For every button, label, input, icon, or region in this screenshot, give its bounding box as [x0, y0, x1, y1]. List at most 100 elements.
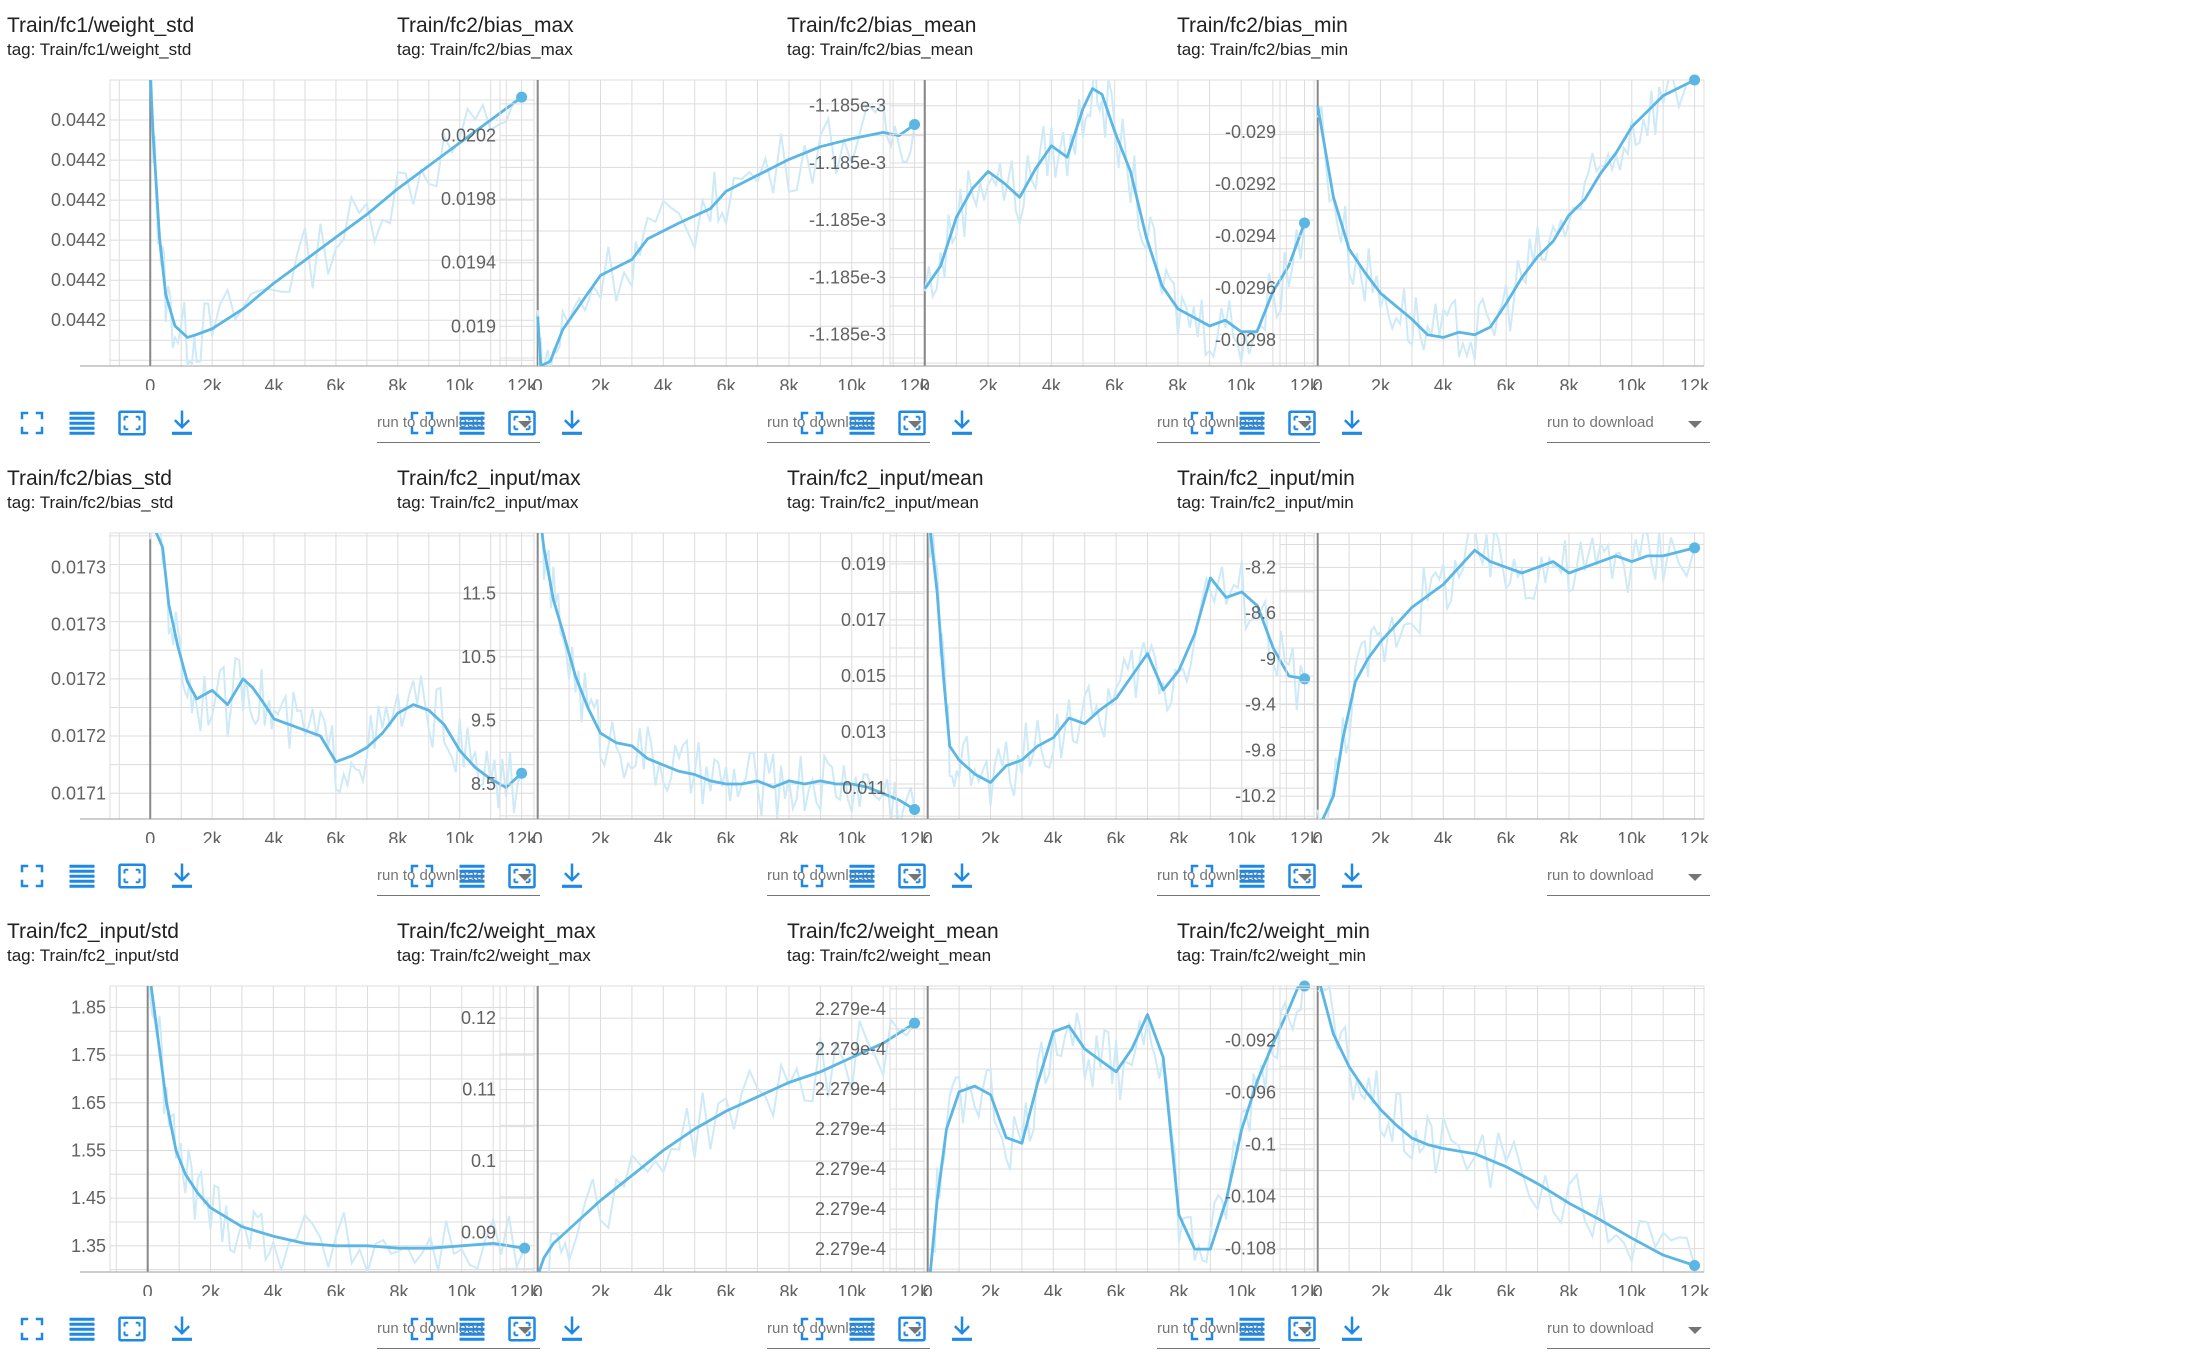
y-tick-label: 2.279e-4 [815, 1039, 886, 1059]
download-button[interactable] [554, 406, 590, 440]
toggle-log-scale-button[interactable] [454, 1312, 490, 1346]
toggle-log-scale-button[interactable] [844, 859, 880, 893]
chart-tag: tag: Train/fc2_input/std [7, 946, 179, 965]
fit-domain-button[interactable] [504, 406, 540, 440]
line-chart[interactable]: 0 2k 4k 6k 8k 10k 12k -0.029 -0.0292 -0.0294 -0.02… [1170, 70, 1716, 390]
run-download-select[interactable]: run to download [1157, 1312, 1320, 1349]
download-button[interactable] [944, 859, 980, 893]
run-download-select[interactable]: run to download [1547, 1312, 1710, 1349]
chart-toolbar: run to download [1180, 859, 1710, 896]
fullscreen-icon [20, 411, 44, 435]
fit-domain-button[interactable] [894, 406, 930, 440]
y-tick-label: -0.096 [1225, 1083, 1276, 1103]
fit-domain-button[interactable] [894, 1312, 930, 1346]
fit-domain-button[interactable] [114, 1312, 150, 1346]
download-button[interactable] [164, 1312, 200, 1346]
line-chart[interactable]: 0 2k 4k 6k 8k 10k 12k 0.019 0.017 0.015 0.013 0.011 [780, 523, 1326, 843]
fullscreen-button[interactable] [794, 406, 830, 440]
run-download-select[interactable]: run to download [1157, 406, 1320, 443]
fullscreen-button[interactable] [1184, 859, 1220, 893]
run-download-select[interactable]: run to download [1157, 859, 1320, 896]
toggle-log-scale-button[interactable] [64, 406, 100, 440]
fullscreen-icon [800, 864, 824, 888]
toggle-log-scale-button[interactable] [64, 859, 100, 893]
y-tick-label: 2.279e-4 [815, 1079, 886, 1099]
line-chart[interactable]: 0 2k 4k 6k 8k 10k 12k -0.092 -0.096 -0.1 -0.104 -0.… [1170, 976, 1716, 1296]
toggle-log-scale-button[interactable] [844, 1312, 880, 1346]
line-chart[interactable]: 0 2k 4k 6k 8k 10k 12k 1.85 1.75 1.65 1.55 1.45 1.35 [0, 976, 546, 1296]
line-chart[interactable]: 0 2k 4k 6k 8k 10k 12k 0.12 0.11 0.1 0.09 [390, 976, 936, 1296]
x-tick-label: 0 [1313, 1282, 1323, 1296]
fit-domain-button[interactable] [114, 406, 150, 440]
smoothed-series-line [537, 1022, 916, 1272]
fit-domain-button[interactable] [1284, 1312, 1320, 1346]
run-download-select[interactable]: run to download [377, 406, 540, 443]
x-tick-label: 4k [1044, 829, 1064, 843]
fullscreen-button[interactable] [14, 859, 50, 893]
run-download-select[interactable]: run to download [1547, 406, 1710, 443]
download-button[interactable] [164, 859, 200, 893]
download-button[interactable] [1334, 859, 1370, 893]
fullscreen-button[interactable] [14, 1312, 50, 1346]
fullscreen-button[interactable] [404, 1312, 440, 1346]
fullscreen-button[interactable] [1184, 1312, 1220, 1346]
fit-domain-button[interactable] [504, 1312, 540, 1346]
toggle-log-scale-button[interactable] [1234, 406, 1270, 440]
download-button[interactable] [554, 1312, 590, 1346]
toggle-log-scale-button[interactable] [454, 406, 490, 440]
fit-domain-button[interactable] [504, 859, 540, 893]
line-chart[interactable]: 0 2k 4k 6k 8k 10k 12k 11.5 10.5 9.5 8.5 [390, 523, 936, 843]
fit-domain-icon [508, 1316, 536, 1342]
fullscreen-button[interactable] [794, 1312, 830, 1346]
download-icon [1342, 863, 1362, 888]
line-chart[interactable]: 0 2k 4k 6k 8k 10k 12k -8.2 -8.6 -9 -9.4 -9.8 -10.2 [1170, 523, 1716, 843]
dropdown-arrow-icon [908, 1327, 922, 1334]
toggle-log-scale-button[interactable] [844, 406, 880, 440]
fullscreen-button[interactable] [404, 406, 440, 440]
chart-tag: tag: Train/fc2/weight_mean [787, 946, 992, 965]
toggle-log-scale-button[interactable] [1234, 859, 1270, 893]
fit-domain-button[interactable] [894, 859, 930, 893]
download-button[interactable] [1334, 1312, 1370, 1346]
line-chart[interactable]: 0 2k 4k 6k 8k 10k 12k -1.185e-3 -1.185e-3 -1.185e… [780, 70, 1326, 390]
y-tick-label: -0.0292 [1215, 174, 1276, 194]
fit-domain-icon [508, 410, 536, 436]
x-tick-label: 10k [445, 829, 475, 843]
fit-domain-button[interactable] [114, 859, 150, 893]
fullscreen-button[interactable] [1184, 406, 1220, 440]
fullscreen-icon [410, 1317, 434, 1341]
run-download-select[interactable]: run to download [767, 1312, 930, 1349]
line-chart[interactable]: 0 2k 4k 6k 8k 10k 12k 0.0173 0.0173 0.0172 0.0172 0… [0, 523, 546, 843]
fit-domain-button[interactable] [1284, 859, 1320, 893]
line-chart[interactable]: 0 2k 4k 6k 8k 10k 12k 0.0202 0.0198 0.0194 0.019 [390, 70, 936, 390]
y-tick-label: -9.8 [1245, 740, 1276, 760]
x-tick-label: 10k [1227, 829, 1257, 843]
download-button[interactable] [164, 406, 200, 440]
fullscreen-button[interactable] [794, 859, 830, 893]
download-button[interactable] [944, 406, 980, 440]
fit-domain-button[interactable] [1284, 406, 1320, 440]
run-download-placeholder: run to download [1547, 867, 1654, 884]
fit-domain-icon [898, 410, 926, 436]
chart-tag: tag: Train/fc2/bias_mean [787, 40, 974, 59]
toggle-log-scale-button[interactable] [64, 1312, 100, 1346]
fullscreen-button[interactable] [404, 859, 440, 893]
run-download-select[interactable]: run to download [377, 1312, 540, 1349]
download-button[interactable] [554, 859, 590, 893]
run-download-select[interactable]: run to download [1547, 859, 1710, 896]
x-tick-label: 0 [1313, 376, 1323, 390]
plot-border [1279, 532, 1705, 820]
download-button[interactable] [944, 1312, 980, 1346]
fullscreen-button[interactable] [14, 406, 50, 440]
x-tick-label: 0 [920, 376, 930, 390]
run-download-select[interactable]: run to download [767, 406, 930, 443]
toggle-log-scale-button[interactable] [454, 859, 490, 893]
run-download-select[interactable]: run to download [377, 859, 540, 896]
line-chart[interactable]: 0 2k 4k 6k 8k 10k 12k 0.0442 0.0442 0.0442 0.0442 0… [0, 70, 546, 390]
download-button[interactable] [1334, 406, 1370, 440]
run-download-select[interactable]: run to download [767, 859, 930, 896]
line-chart[interactable]: 0 2k 4k 6k 8k 10k 12k 2.279e-4 2.279e-4 2.279e-4 2… [780, 976, 1326, 1296]
toggle-log-scale-icon [849, 1317, 875, 1341]
x-tick-label: 4k [654, 1282, 674, 1296]
toggle-log-scale-button[interactable] [1234, 1312, 1270, 1346]
